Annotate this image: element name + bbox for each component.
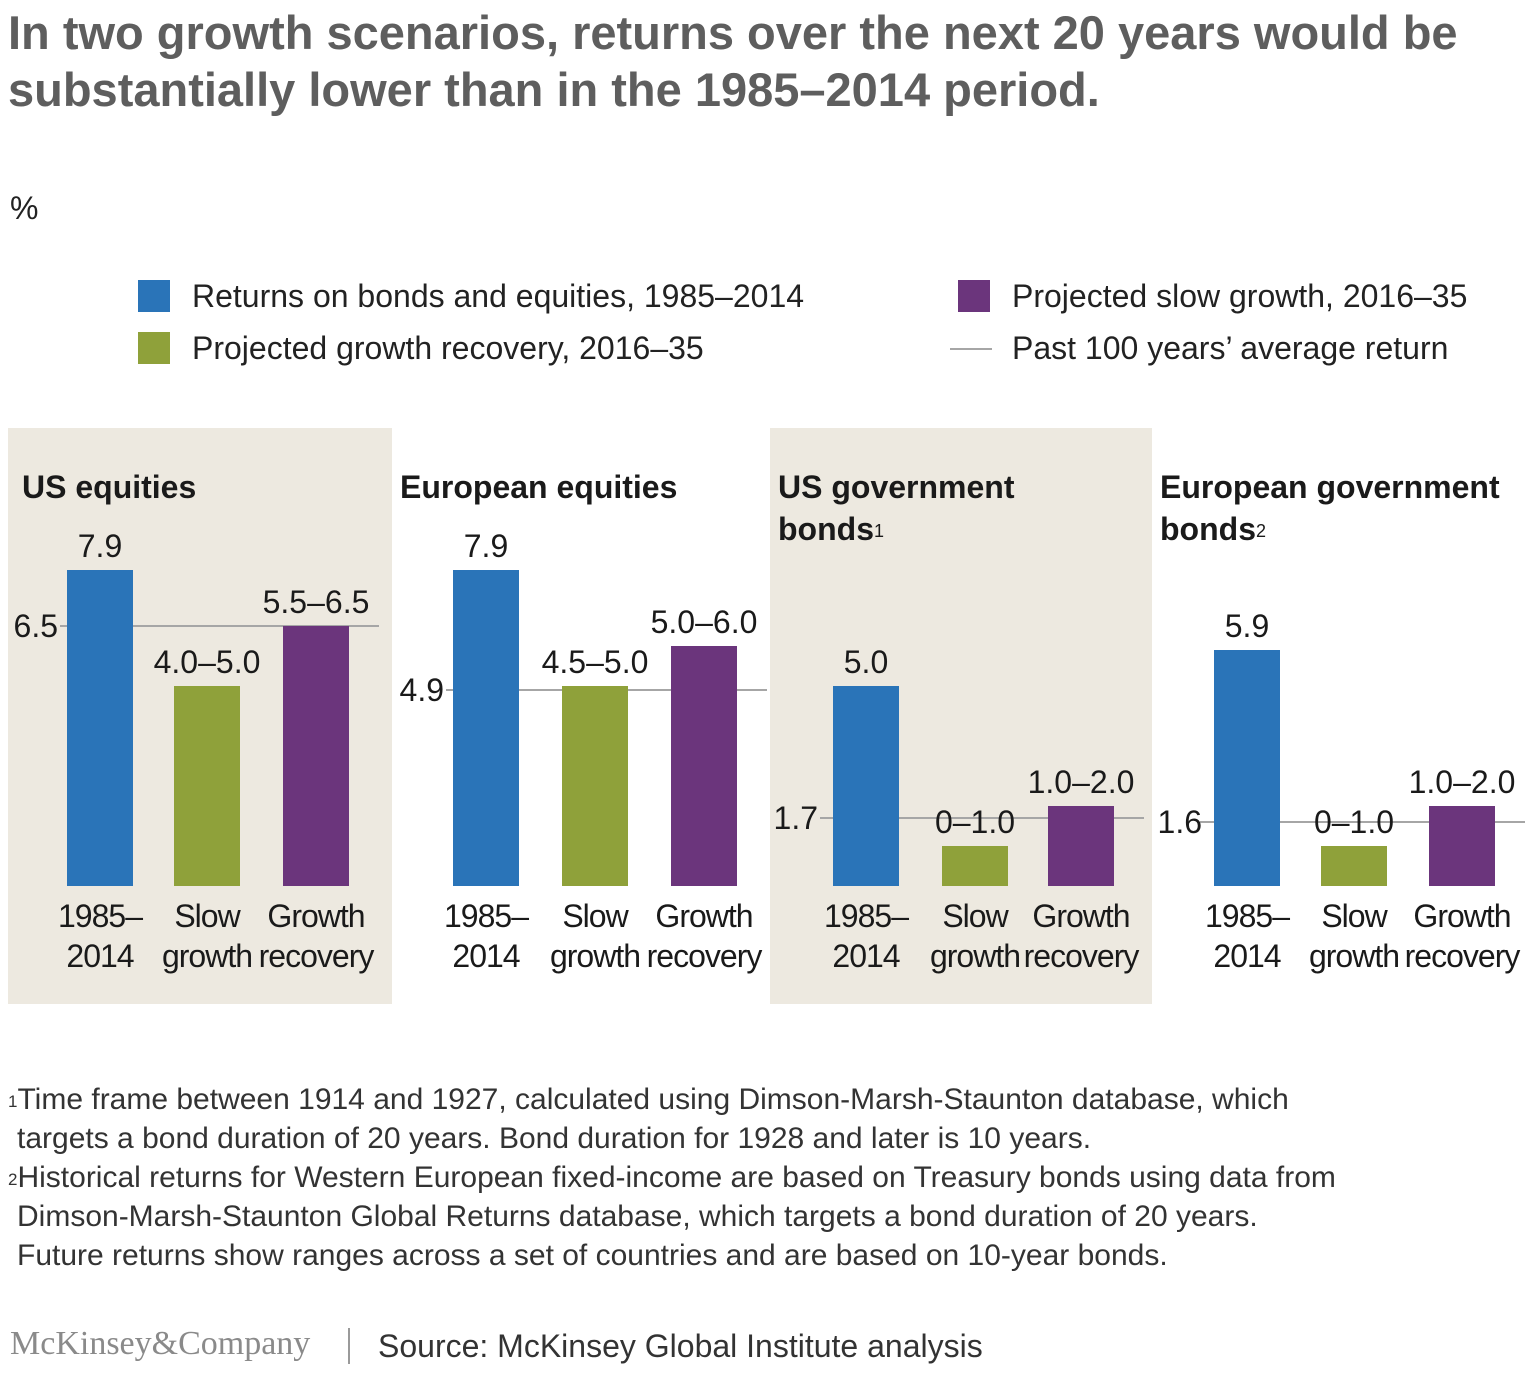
footnote-marker: 1: [873, 521, 884, 541]
legend-label-growth-recovery: Projected growth recovery, 2016–35: [192, 330, 704, 366]
bar-us-government-bonds-growth-recovery: [1048, 806, 1114, 886]
value-label-us-government-bonds-slow-growth: 0–1.0: [934, 804, 1016, 840]
value-label-european-equities-growth-recovery: 5.0–6.0: [650, 604, 758, 640]
category-label-us-government-bonds-1985-2014: 1985– 2014: [824, 898, 909, 974]
bar-european-government-bonds-slow-growth: [1321, 846, 1387, 886]
bar-us-equities-slow-growth: [174, 686, 240, 886]
footnote-1-line-2: targets a bond duration of 20 years. Bon…: [17, 1122, 1092, 1155]
bar-european-equities-slow-growth: [562, 686, 628, 886]
category-label-european-government-bonds-growth-recovery: Growth recovery: [1404, 898, 1521, 974]
average-label-european-equities: 4.9: [399, 672, 444, 708]
legend-label-slow-growth: Projected slow growth, 2016–35: [1012, 278, 1468, 314]
legend-line-average: [950, 348, 992, 350]
value-label-european-government-bonds-growth-recovery: 1.0–2.0: [1408, 764, 1516, 800]
average-label-us-equities: 6.5: [13, 608, 58, 644]
bar-us-government-bonds-slow-growth: [942, 846, 1008, 886]
value-label-us-equities-growth-recovery: 5.5–6.5: [262, 584, 370, 620]
value-label-european-government-bonds-slow-growth: 0–1.0: [1313, 804, 1395, 840]
footer-divider: [348, 1328, 350, 1364]
source-note: Source: McKinsey Global Institute analys…: [378, 1328, 983, 1364]
bar-european-equities-growth-recovery: [671, 646, 737, 886]
legend-swatch-historical: [138, 280, 170, 312]
footnote-marker: 2: [1255, 521, 1266, 541]
brand-logo: McKinsey&Company: [10, 1325, 311, 1362]
average-label-european-government-bonds: 1.6: [1157, 804, 1202, 840]
legend-swatch-slow-growth: [958, 280, 990, 312]
category-label-european-equities-slow-growth: Slow growth: [549, 898, 641, 974]
panel-title-us-government-bonds: US government bonds1: [778, 469, 1015, 547]
legend-label-average: Past 100 years’ average return: [1012, 330, 1449, 366]
category-label-european-government-bonds-1985-2014: 1985– 2014: [1205, 898, 1290, 974]
chart-title: In two growth scenarios, returns over th…: [8, 6, 1458, 116]
value-label-us-government-bonds-growth-recovery: 1.0–2.0: [1027, 764, 1135, 800]
footnote-2-line-3: Future returns show ranges across a set …: [17, 1239, 1168, 1272]
value-label-european-government-bonds-1985-2014: 5.9: [1224, 608, 1270, 644]
average-line-european-government-bonds: [1200, 821, 1525, 823]
footnote-marker: 1: [8, 1092, 18, 1111]
value-label-us-government-bonds-1985-2014: 5.0: [843, 644, 889, 680]
footnote-marker: 2: [8, 1170, 18, 1189]
bar-us-equities-1985-2014: [67, 570, 133, 886]
footnote-2-line-1: 2Historical returns for Western European…: [8, 1161, 1336, 1194]
category-label-us-equities-1985-2014: 1985– 2014: [58, 898, 143, 974]
legend-swatch-growth-recovery: [138, 332, 170, 364]
value-label-european-equities-slow-growth: 4.5–5.0: [541, 644, 649, 680]
category-label-us-equities-growth-recovery: Growth recovery: [258, 898, 375, 974]
value-label-us-equities-slow-growth: 4.0–5.0: [153, 644, 261, 680]
legend-label-historical: Returns on bonds and equities, 1985–2014: [192, 278, 805, 314]
category-label-us-equities-slow-growth: Slow growth: [161, 898, 253, 974]
average-line-us-government-bonds: [820, 817, 1144, 819]
bar-european-equities-1985-2014: [453, 570, 519, 886]
footnote-2-line-2: Dimson-Marsh-Staunton Global Returns dat…: [17, 1200, 1258, 1233]
bar-european-government-bonds-growth-recovery: [1429, 806, 1495, 886]
bar-us-equities-growth-recovery: [283, 626, 349, 886]
average-label-us-government-bonds: 1.7: [773, 800, 818, 836]
bar-european-government-bonds-1985-2014: [1214, 650, 1280, 886]
category-label-us-government-bonds-growth-recovery: Growth recovery: [1023, 898, 1140, 974]
panel-title-european-government-bonds: European government bonds2: [1160, 469, 1500, 547]
category-label-european-government-bonds-slow-growth: Slow growth: [1308, 898, 1400, 974]
bar-us-government-bonds-1985-2014: [833, 686, 899, 886]
value-label-us-equities-1985-2014: 7.9: [77, 528, 123, 564]
panel-title-european-equities: European equities: [400, 469, 678, 505]
average-line-us-equities: [60, 625, 379, 627]
category-label-european-equities-growth-recovery: Growth recovery: [646, 898, 763, 974]
category-label-european-equities-1985-2014: 1985– 2014: [444, 898, 529, 974]
panel-title-us-equities: US equities: [22, 469, 197, 505]
category-label-us-government-bonds-slow-growth: Slow growth: [929, 898, 1021, 974]
unit-label: %: [10, 190, 39, 226]
value-label-european-equities-1985-2014: 7.9: [463, 528, 509, 564]
footnote-1-line-1: 1Time frame between 1914 and 1927, calcu…: [8, 1083, 1289, 1116]
